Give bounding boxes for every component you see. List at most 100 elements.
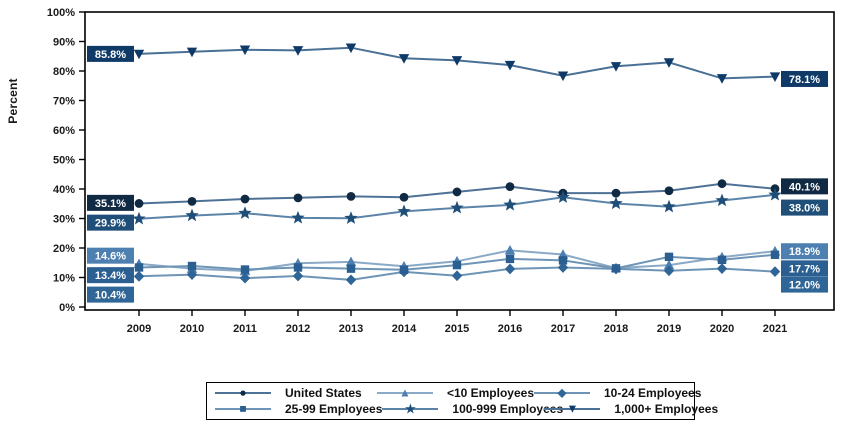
circle-marker <box>134 199 144 208</box>
circle-marker <box>346 191 356 201</box>
y-tick-label: 10% <box>53 273 75 285</box>
x-tick-label: 2013 <box>339 323 363 335</box>
x-tick-label: 2012 <box>286 323 310 335</box>
data-label-box <box>87 214 134 231</box>
y-tick-label: 90% <box>53 37 75 49</box>
data-label-box <box>781 276 828 293</box>
legend-label: United States <box>285 385 362 400</box>
legend-marker-stub: ◆ <box>534 385 590 400</box>
star-marker <box>291 210 305 224</box>
data-label-box <box>87 286 134 303</box>
triangle-down-marker <box>292 46 304 56</box>
triangle-up-marker <box>345 256 357 267</box>
diamond-marker <box>451 270 463 282</box>
diamond-marker <box>504 263 516 275</box>
x-tick-label: 2016 <box>498 323 522 335</box>
triangle-down-marker <box>345 43 357 54</box>
legend-marker-stub: ■ <box>215 402 271 416</box>
square-marker <box>240 265 250 274</box>
legend-item-1-000-employees: ▼ 1,000+ Employees <box>544 401 718 417</box>
data-label-text: 12.0% <box>789 280 820 292</box>
data-label: 29.9% <box>87 214 134 231</box>
star-marker <box>503 197 517 211</box>
series-1-000-employees <box>133 43 781 84</box>
legend-line <box>215 408 271 411</box>
data-label-box <box>781 178 828 195</box>
star-marker <box>132 211 146 225</box>
y-tick-label: 50% <box>53 155 75 167</box>
star-marker <box>238 206 252 219</box>
diamond-marker <box>769 266 781 277</box>
data-label-box <box>781 260 828 277</box>
legend-label: 1,000+ Employees <box>614 402 719 417</box>
x-tick-label: 2015 <box>445 323 469 335</box>
star-marker <box>397 204 411 218</box>
triangle-down-marker <box>663 58 675 68</box>
star-marker <box>344 211 358 224</box>
data-label: 35.1% <box>87 194 134 211</box>
circle-marker <box>505 182 515 192</box>
star-marker <box>715 193 729 207</box>
x-tick-label: 2011 <box>233 323 257 335</box>
x-tick-label: 2017 <box>551 323 575 335</box>
data-label: 12.0% <box>781 276 828 293</box>
x-tick-label: 2019 <box>657 323 681 335</box>
y-axis-title: Percent <box>6 78 20 124</box>
legend-label: 25-99 Employees <box>285 402 383 417</box>
y-tick-label: 40% <box>53 184 75 196</box>
star-icon: ★ <box>404 400 417 417</box>
triangle-down-marker <box>186 47 198 58</box>
data-label-text: 85.8% <box>95 49 126 61</box>
x-tick-label: 2010 <box>180 323 204 335</box>
circle-marker <box>240 194 250 204</box>
legend-item-100-999-employees: ★ 100-999 Employees <box>382 400 563 417</box>
data-label-text: 40.1% <box>789 181 820 193</box>
diamond-marker <box>292 270 304 282</box>
data-label-text: 14.6% <box>95 251 126 263</box>
triangle-down-marker <box>451 56 463 66</box>
square-marker <box>770 250 780 259</box>
circle-marker <box>293 193 303 203</box>
data-label: 85.8% <box>87 45 134 62</box>
y-tick-label: 100% <box>47 7 75 19</box>
circle-marker <box>611 188 621 198</box>
diamond-marker <box>133 270 145 282</box>
y-tick-label: 20% <box>53 243 75 255</box>
square-marker <box>664 252 674 262</box>
y-tick-label: 30% <box>53 214 75 226</box>
legend-item-10-24-employees: ◆ 10-24 Employees <box>534 385 701 401</box>
diamond-marker <box>716 263 728 275</box>
circle-marker <box>664 186 674 196</box>
triangle-down-marker <box>769 72 781 83</box>
plot-border <box>84 11 835 311</box>
x-tick-label: 2020 <box>710 323 734 335</box>
diamond-marker <box>557 262 569 273</box>
circle-marker <box>399 192 409 202</box>
data-label-text: 38.0% <box>789 203 820 215</box>
legend-marker-stub: ● <box>215 385 271 400</box>
data-label-box <box>781 243 828 260</box>
legend-label: 10-24 Employees <box>604 385 702 400</box>
data-label-box <box>87 45 134 62</box>
legend-row: ● United States ▲ <10 Employees ◆ 10-24 Emplo… <box>215 385 701 401</box>
square-marker <box>558 256 568 265</box>
data-label-box <box>781 199 828 216</box>
diamond-icon: ◆ <box>557 385 567 400</box>
legend-line <box>382 408 439 411</box>
circle-marker <box>717 179 727 189</box>
triangle-down-marker <box>716 74 728 84</box>
legend-marker-stub: ★ <box>382 400 439 417</box>
legend-marker-stub: ▼ <box>544 402 601 416</box>
triangle-down-marker <box>239 45 251 56</box>
square-marker <box>452 260 462 270</box>
legend-item-united-states: ● United States <box>215 385 377 401</box>
square-marker <box>187 261 197 271</box>
legend-row: ■ 25-99 Employees ★ 100-999 Employees ▼ 1,000… <box>215 400 718 417</box>
triangle-up-icon: ▲ <box>398 385 411 400</box>
data-label: 17.7% <box>781 260 828 277</box>
data-label-text: 13.4% <box>95 270 126 282</box>
data-label-text: 10.4% <box>95 290 126 302</box>
legend-item-25-99-employees: ■ 25-99 Employees <box>215 401 382 417</box>
legend-line <box>534 391 590 394</box>
